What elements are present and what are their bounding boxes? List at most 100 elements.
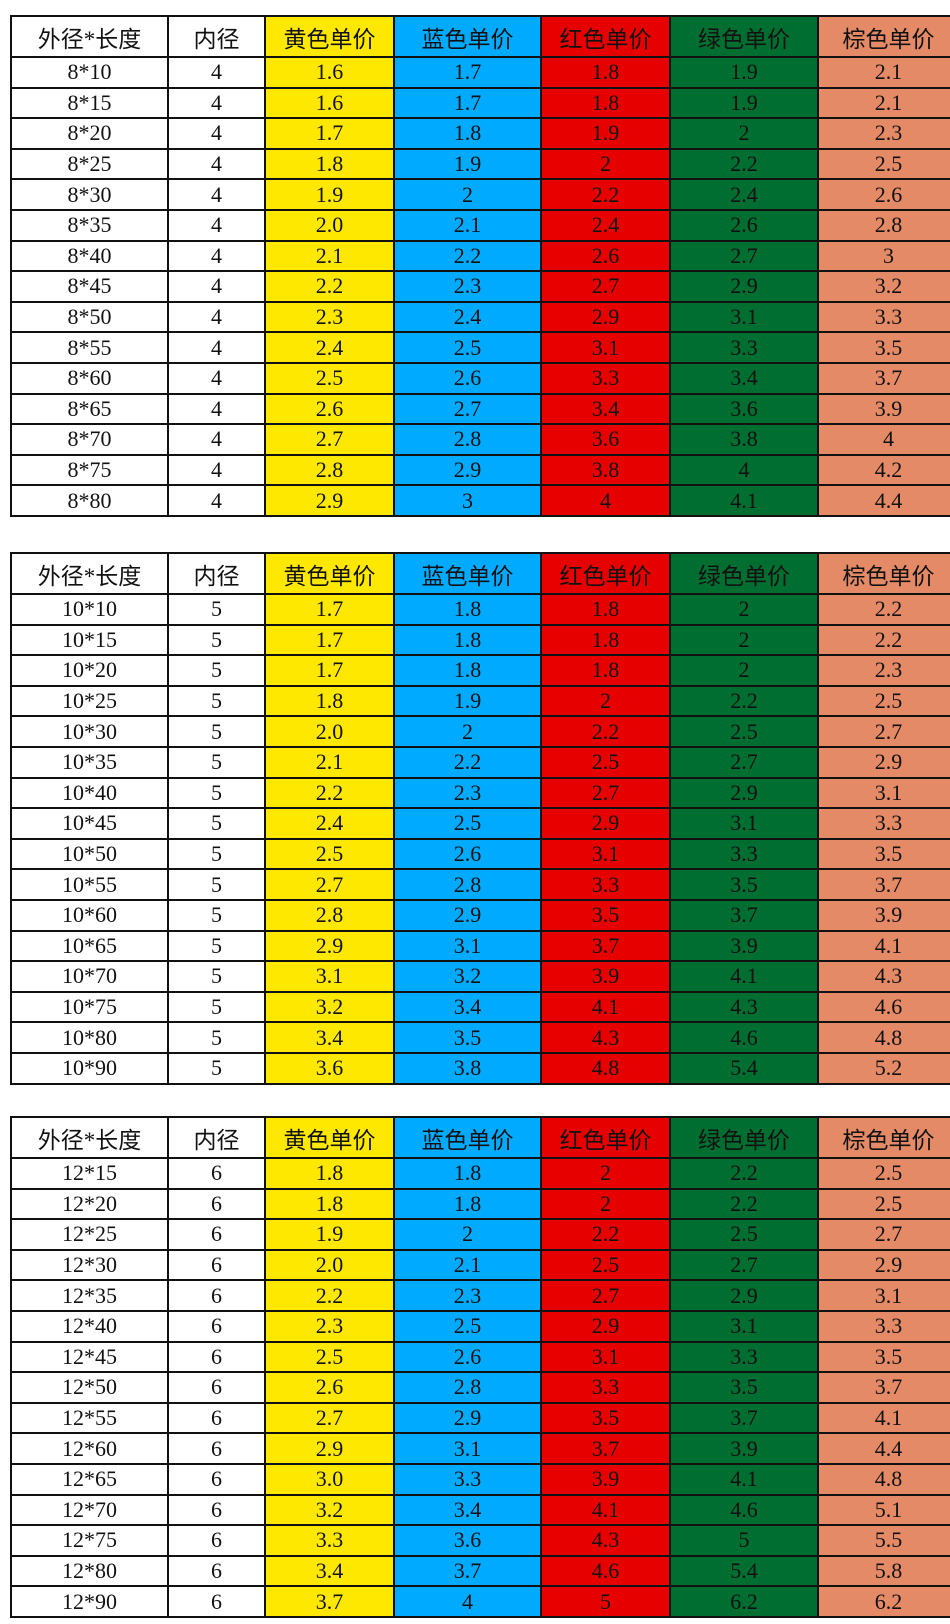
cell-red-price: 1.8	[540, 623, 671, 657]
cell-green-price: 3.6	[669, 392, 819, 426]
cell-brown-price: 2.9	[817, 745, 950, 779]
cell-inner-diameter: 5	[167, 715, 266, 748]
cell-yellow-price: 1.9	[264, 1218, 395, 1251]
cell-brown-price: 3.7	[817, 361, 950, 395]
table-row: 10*80 5 3.4 3.5 4.3 4.6 4.8	[10, 1021, 950, 1054]
cell-yellow-price: 1.7	[264, 654, 395, 687]
cell-blue-price: 3.8	[393, 1051, 542, 1085]
cell-green-price: 2.7	[669, 745, 819, 779]
cell-yellow-price: 1.7	[264, 117, 395, 150]
cell-size: 8*40	[10, 239, 169, 273]
cell-size: 12*75	[10, 1524, 169, 1557]
cell-red-price: 1.9	[540, 117, 671, 150]
cell-green-price: 3.3	[669, 837, 819, 871]
cell-red-price: 2.2	[540, 715, 671, 748]
price-table-1: 外径*长度 内径 黄色单价 蓝色单价 红色单价 绿色单价 棕色单价 8*10 4 1.6 1.7 1.…	[10, 15, 950, 517]
cell-green-price: 2.2	[669, 1187, 819, 1221]
price-table-2: 外径*长度 内径 黄色单价 蓝色单价 红色单价 绿色单价 棕色单价 10*10 5 1.7 1.8 1…	[10, 552, 950, 1085]
cell-blue-price: 4	[393, 1585, 542, 1618]
cell-red-price: 3.1	[540, 837, 671, 871]
cell-brown-price: 4.3	[817, 960, 950, 993]
cell-green-price: 5.4	[669, 1554, 819, 1588]
cell-inner-diameter: 4	[167, 178, 266, 211]
cell-inner-diameter: 5	[167, 898, 266, 932]
header-size: 外径*长度	[10, 552, 169, 595]
header-inner-diameter: 内径	[167, 552, 266, 595]
table-row: 10*65 5 2.9 3.1 3.7 3.9 4.1	[10, 929, 950, 963]
cell-green-price: 3.5	[669, 868, 819, 901]
cell-red-price: 2	[540, 684, 671, 718]
cell-yellow-price: 3.4	[264, 1021, 395, 1054]
header-red-price: 红色单价	[540, 552, 671, 595]
table-row: 10*70 5 3.1 3.2 3.9 4.1 4.3	[10, 960, 950, 993]
cell-brown-price: 3.5	[817, 837, 950, 871]
cell-inner-diameter: 6	[167, 1493, 266, 1527]
cell-brown-price: 3.2	[817, 270, 950, 303]
cell-green-price: 3.9	[669, 929, 819, 963]
table-row: 12*75 6 3.3 3.6 4.3 5 5.5	[10, 1524, 950, 1557]
cell-blue-price: 2.8	[393, 1371, 542, 1404]
cell-inner-diameter: 5	[167, 776, 266, 810]
cell-size: 10*60	[10, 898, 169, 932]
cell-red-price: 3.1	[540, 331, 671, 364]
cell-green-price: 2.5	[669, 1218, 819, 1251]
cell-blue-price: 1.9	[393, 684, 542, 718]
cell-yellow-price: 2.3	[264, 300, 395, 334]
cell-yellow-price: 2.3	[264, 1309, 395, 1343]
cell-blue-price: 2.5	[393, 807, 542, 840]
cell-red-price: 2.2	[540, 1218, 671, 1251]
cell-inner-diameter: 6	[167, 1585, 266, 1618]
table-row: 12*35 6 2.2 2.3 2.7 2.9 3.1	[10, 1279, 950, 1312]
cell-red-price: 4.1	[540, 990, 671, 1024]
cell-brown-price: 3.1	[817, 1279, 950, 1312]
cell-blue-price: 2.1	[393, 208, 542, 242]
cell-green-price: 1.9	[669, 86, 819, 120]
cell-brown-price: 4.4	[817, 1432, 950, 1465]
cell-red-price: 3.6	[540, 423, 671, 456]
table-row: 10*10 5 1.7 1.8 1.8 2 2.2	[10, 593, 950, 626]
table-row: 10*20 5 1.7 1.8 1.8 2 2.3	[10, 654, 950, 687]
table-row: 8*10 4 1.6 1.7 1.8 1.9 2.1	[10, 56, 950, 89]
cell-yellow-price: 2.0	[264, 715, 395, 748]
cell-red-price: 2.9	[540, 300, 671, 334]
price-table-3: 外径*长度 内径 黄色单价 蓝色单价 红色单价 绿色单价 棕色单价 12*15 6 1.8 1.8 2…	[10, 1116, 950, 1618]
header-inner-diameter: 内径	[167, 15, 266, 58]
table-row: 8*20 4 1.7 1.8 1.9 2 2.3	[10, 117, 950, 150]
cell-red-price: 4	[540, 484, 671, 517]
cell-inner-diameter: 4	[167, 331, 266, 364]
table-row: 8*50 4 2.3 2.4 2.9 3.1 3.3	[10, 300, 950, 334]
cell-red-price: 2.7	[540, 776, 671, 810]
cell-blue-price: 1.8	[393, 117, 542, 150]
cell-brown-price: 2.5	[817, 1187, 950, 1221]
cell-brown-price: 4.4	[817, 484, 950, 517]
header-size: 外径*长度	[10, 15, 169, 58]
table-row: 8*30 4 1.9 2 2.2 2.4 2.6	[10, 178, 950, 211]
cell-green-price: 4.3	[669, 990, 819, 1024]
cell-brown-price: 5.5	[817, 1524, 950, 1557]
cell-red-price: 3.5	[540, 1401, 671, 1435]
cell-size: 12*65	[10, 1462, 169, 1496]
cell-brown-price: 3.5	[817, 331, 950, 364]
table-row: 10*50 5 2.5 2.6 3.1 3.3 3.5	[10, 837, 950, 871]
table-row: 12*50 6 2.6 2.8 3.3 3.5 3.7	[10, 1371, 950, 1404]
cell-inner-diameter: 5	[167, 960, 266, 993]
cell-size: 12*80	[10, 1554, 169, 1588]
cell-red-price: 3.3	[540, 1371, 671, 1404]
cell-red-price: 4.8	[540, 1051, 671, 1085]
header-red-price: 红色单价	[540, 15, 671, 58]
cell-blue-price: 3.1	[393, 1432, 542, 1465]
cell-blue-price: 3.2	[393, 960, 542, 993]
cell-size: 8*75	[10, 453, 169, 487]
cell-size: 12*70	[10, 1493, 169, 1527]
cell-inner-diameter: 4	[167, 453, 266, 487]
cell-inner-diameter: 4	[167, 300, 266, 334]
table-row: 8*65 4 2.6 2.7 3.4 3.6 3.9	[10, 392, 950, 426]
cell-green-price: 3.1	[669, 300, 819, 334]
cell-blue-price: 2.3	[393, 270, 542, 303]
cell-red-price: 4.6	[540, 1554, 671, 1588]
cell-size: 10*10	[10, 593, 169, 626]
cell-green-price: 3.8	[669, 423, 819, 456]
cell-green-price: 4	[669, 453, 819, 487]
cell-brown-price: 3.5	[817, 1340, 950, 1374]
table-row: 8*15 4 1.6 1.7 1.8 1.9 2.1	[10, 86, 950, 120]
